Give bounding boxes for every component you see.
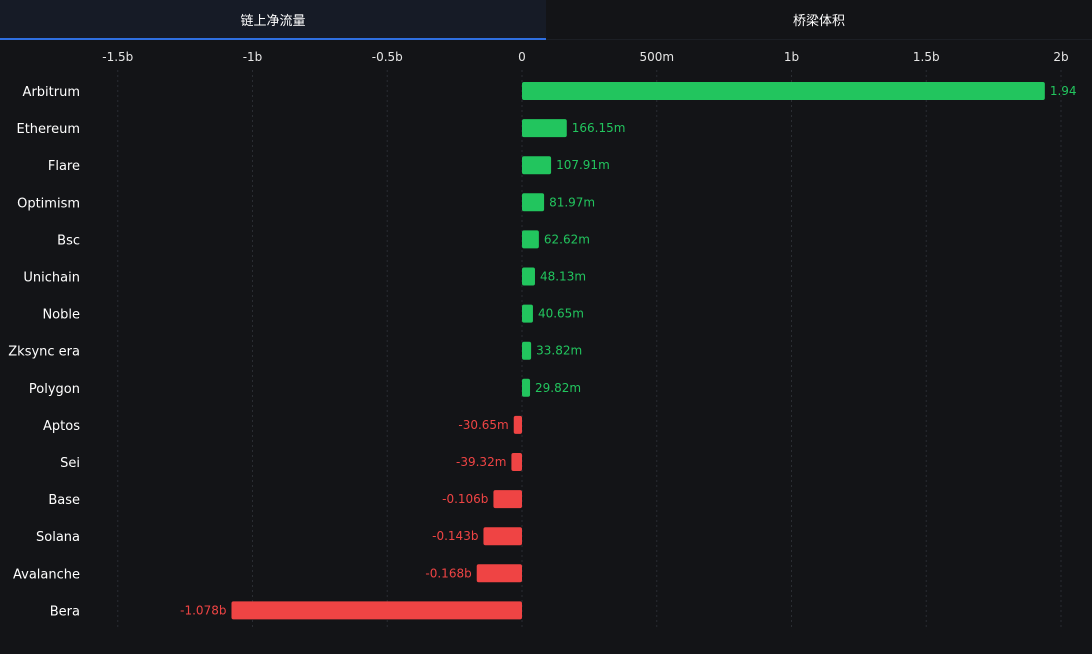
x-tick-label: -0.5b [372,50,403,64]
category-label: Bera [50,604,80,619]
category-label: Zksync era [8,345,80,360]
category-label: Solana [36,530,80,545]
tab-bridge-volume[interactable]: 桥梁体积 [546,0,1092,40]
category-label: Sei [60,456,80,471]
category-label: Optimism [17,196,80,211]
category-label: Bsc [57,233,80,248]
category-label: Polygon [29,382,80,397]
bar[interactable] [522,82,1045,100]
data-label: -1.078b [180,603,226,617]
bar[interactable] [522,119,567,138]
category-labels: Arbitrum Ethereum Flare Optimism Bsc Unichain… [8,85,80,619]
bar[interactable] [511,453,522,471]
data-label: 62.62m [544,232,590,246]
bar[interactable] [513,415,522,434]
x-tick-label: 500m [639,50,674,64]
data-label: 40.65m [538,307,584,321]
category-label: Noble [42,308,80,323]
x-tick-label: 1.5b [913,50,940,64]
bar[interactable] [522,156,552,175]
bar[interactable] [522,193,545,212]
bar[interactable] [231,601,522,620]
bar[interactable] [493,490,522,509]
data-label: 166.15m [572,121,626,135]
tab-bar: 链上净流量 桥梁体积 [0,0,1092,40]
x-tick-label: -1b [243,50,263,64]
bar[interactable] [483,527,522,546]
data-label: -0.168b [425,566,471,580]
x-axis-ticks: -1.5b -1b -0.5b 0 500m 1b 1.5b 2b [102,50,1068,64]
gridlines [117,70,1062,630]
tab-onchain-net-flow[interactable]: 链上净流量 [0,0,546,40]
bars [231,82,1045,620]
data-label: -0.106b [442,492,488,506]
category-label: Unichain [23,271,80,286]
x-tick-label: -1.5b [102,50,133,64]
data-label: 33.82m [536,344,582,358]
data-label: -0.143b [432,529,478,543]
net-flow-bar-chart: -1.5b -1b -0.5b 0 500m 1b 1.5b 2b Arbitrum Ether… [8,50,1077,630]
bar[interactable] [522,378,531,397]
data-label: 29.82m [535,381,581,395]
category-label: Base [48,493,80,508]
data-label: 107.91m [556,158,610,172]
category-label: Flare [48,159,80,174]
value-labels: 1.94 166.15m 107.91m 81.97m 62.62m 48.13m 40.6… [180,84,1076,617]
data-label: 48.13m [540,270,586,284]
data-label: -30.65m [458,418,508,432]
bar[interactable] [476,564,522,583]
bar[interactable] [522,267,535,286]
data-label: 1.94 [1050,84,1077,98]
bar[interactable] [522,304,533,323]
data-label: -39.32m [456,455,506,469]
x-tick-label: 1b [784,50,799,64]
x-tick-label: 0 [518,50,526,64]
x-tick-label: 2b [1053,50,1068,64]
bar[interactable] [522,230,539,249]
data-label: 81.97m [549,195,595,209]
category-label: Ethereum [16,122,80,137]
category-label: Aptos [43,419,80,434]
bar[interactable] [522,341,532,360]
category-label: Avalanche [13,567,80,582]
category-label: Arbitrum [23,85,80,100]
